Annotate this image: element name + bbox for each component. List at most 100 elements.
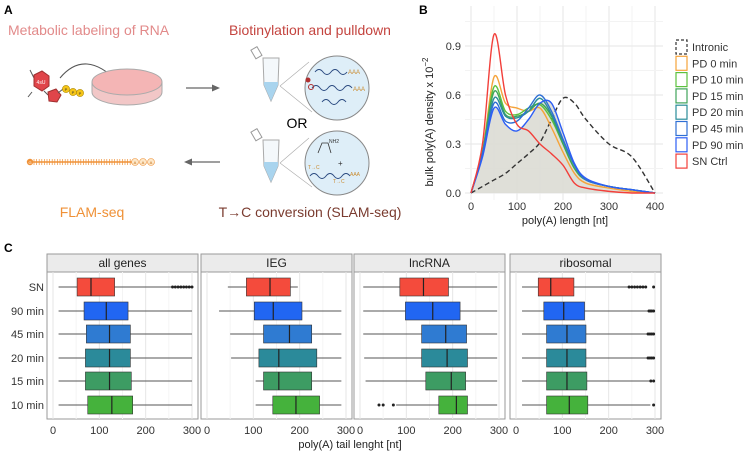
tc-label: T→C: [308, 165, 320, 171]
density-shaded-area: [471, 100, 655, 193]
legend-swatch: [675, 120, 688, 137]
4su-nucleotide-icon: 4sU P P P: [27, 63, 120, 103]
panel-b: B bulk poly(A) density x 10−2 0 100 200 300…: [419, 3, 743, 227]
slam-conversion-zoom-icon: NH2 + T→C T→C AAA: [304, 130, 370, 196]
x-tick-label: 400: [646, 201, 664, 213]
nh2-label: NH2: [329, 139, 339, 145]
box-20-min: [258, 348, 318, 368]
flam-seq-title: FLAM-seq: [60, 204, 125, 220]
outlier-point: [652, 403, 656, 407]
phosphate-label: P: [72, 90, 75, 95]
outlier-point: [182, 285, 186, 289]
facet-strip-label: ribosomal: [559, 256, 611, 270]
legend-swatch: [675, 88, 688, 104]
panel-c: C all genes 0 100 200 300 IEG 0 100 200 300 lncRNA…: [4, 241, 664, 451]
outlier-point: [635, 285, 639, 289]
box-10-min: [438, 395, 468, 415]
density-y-axis-title: bulk poly(A) density x 10−2: [421, 57, 436, 187]
y-tick-label: 90 min: [11, 306, 44, 318]
phosphate-label: P: [65, 87, 68, 92]
flam-start-label: G: [28, 160, 31, 165]
legend-label: PD 0 min: [692, 58, 737, 70]
x-tick-label: 0: [50, 425, 56, 437]
outlier-point: [171, 285, 175, 289]
facet-lncRNA: lncRNA 0 100 200 300: [353, 253, 508, 437]
outlier-point: [173, 285, 177, 289]
density-curve-pd-90-min: [470, 99, 656, 194]
x-tick-label: 200: [443, 425, 461, 437]
x-tick-label: 100: [244, 425, 262, 437]
outlier-point: [641, 285, 645, 289]
rna-pulldown-zoom-icon: AAA AAA: [304, 55, 370, 121]
outlier-point: [652, 379, 656, 383]
outlier-point: [179, 285, 183, 289]
y-axis-title-text: bulk poly(A) density x 10: [424, 67, 436, 187]
petri-dish-icon: [91, 68, 163, 106]
legend-swatch: [675, 153, 688, 169]
box-15-min: [425, 371, 466, 391]
legend-swatch: [675, 104, 688, 120]
y-tick-label: SN: [29, 282, 44, 294]
nucleoside-label: 4sU: [37, 80, 46, 86]
outlier-point: [630, 285, 634, 289]
box-15-min: [85, 371, 132, 391]
x-tick-label: 200: [599, 425, 617, 437]
density-legend: Intronic PD 0 min PD 10 min PD 15 min PD 20 …: [675, 39, 743, 169]
phosphate-label: P: [79, 91, 82, 96]
box-45-min: [263, 324, 313, 344]
outlier-point: [652, 356, 656, 360]
density-curve-pd-0-min: [470, 74, 656, 194]
legend-label: Intronic: [692, 42, 729, 54]
facet-IEG: IEG 0 100 200 300: [200, 253, 355, 437]
panel-label-c: C: [4, 241, 13, 255]
outlier-point: [176, 285, 180, 289]
x-tick-label: 300: [646, 425, 664, 437]
x-tick-label: 200: [290, 425, 308, 437]
legend-swatch: [675, 137, 688, 153]
y-axis-exponent: −2: [421, 57, 430, 67]
tube-icon: [250, 127, 313, 188]
facet-strip-label: IEG: [266, 256, 287, 270]
y-tick-label: 0.0: [446, 188, 461, 200]
x-tick-label: 0: [513, 425, 519, 437]
legend-label: PD 15 min: [692, 91, 743, 103]
x-tick-label: 300: [183, 425, 201, 437]
y-tick-label: 0.6: [446, 90, 461, 102]
outlier-point: [381, 403, 385, 407]
density-curves: [470, 33, 656, 194]
flam-end-label: A: [134, 160, 137, 165]
outlier-point: [377, 403, 381, 407]
tube-icon: [250, 45, 313, 113]
x-tick-label: 0: [204, 425, 210, 437]
outlier-point: [633, 285, 637, 289]
boxplot-x-axis-title: poly(A) tail lenght [nt]: [298, 439, 401, 451]
y-tick-label: 10 min: [11, 400, 44, 412]
x-tick-label: 100: [397, 425, 415, 437]
facet-all-genes: all genes 0 100 200 300: [46, 253, 201, 437]
facet-strip-label: all genes: [98, 256, 146, 270]
box-SN: [537, 277, 575, 297]
outlier-point: [184, 285, 188, 289]
polya-label: AAA: [348, 70, 360, 76]
box-10-min: [546, 395, 589, 415]
outlier-point: [652, 309, 656, 313]
box-10-min: [87, 395, 133, 415]
flam-read-icon: G A A A: [26, 158, 155, 166]
x-tick-label: 100: [508, 201, 526, 213]
x-tick-label: 300: [337, 425, 355, 437]
slam-seq-title: T→C conversion (SLAM-seq): [219, 204, 402, 220]
y-tick-label: 15 min: [11, 376, 44, 388]
x-tick-label: 300: [600, 201, 618, 213]
outlier-point: [638, 285, 642, 289]
x-tick-label: 100: [553, 425, 571, 437]
legend-label: PD 45 min: [692, 124, 743, 136]
panel-label-b: B: [419, 3, 428, 17]
box-20-min: [546, 348, 587, 368]
biotinylation-title: Biotinylation and pulldown: [229, 22, 391, 38]
x-tick-label: 200: [136, 425, 154, 437]
polya-label: AAA: [353, 87, 365, 93]
legend-label: PD 20 min: [692, 107, 743, 119]
legend-label: PD 10 min: [692, 75, 743, 87]
facet-strip-label: lncRNA: [409, 256, 450, 270]
